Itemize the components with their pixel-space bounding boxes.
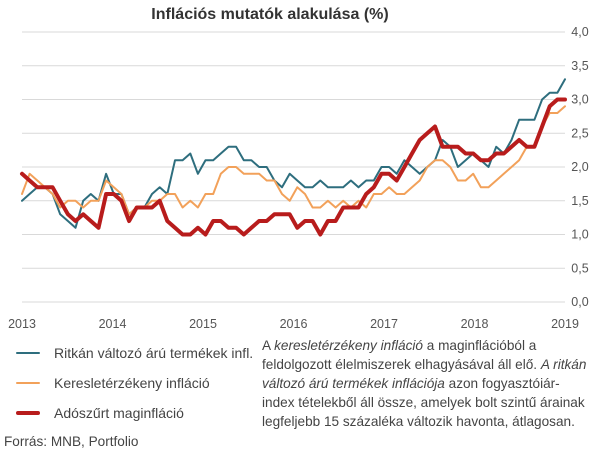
- y-tick-label: 2,0: [571, 160, 588, 174]
- note-text-1: A: [262, 338, 275, 353]
- y-tick-label: 1,5: [571, 194, 588, 208]
- y-tick-label: 4,0: [571, 25, 588, 39]
- y-tick-label: 0,0: [571, 295, 588, 309]
- legend-swatch-ritkan: [16, 352, 40, 354]
- series-line-2: [20, 97, 567, 237]
- legend-item-keresletérzékeny: Keresletérzékeny infláció: [16, 368, 266, 398]
- x-tick-label: 2016: [280, 317, 308, 331]
- x-tick-label: 2015: [189, 317, 217, 331]
- legend-label-keresleterzekeny: Keresletérzékeny infláció: [54, 375, 210, 391]
- x-tick-label: 2018: [461, 317, 489, 331]
- y-tick-label: 2,5: [571, 126, 588, 140]
- chart-note: A keresletérzékeny infláció a maginfláci…: [262, 336, 592, 431]
- note-text-2: a maginflációból a feldolgozott élelmisz…: [262, 338, 541, 372]
- x-tick-label: 2014: [99, 317, 127, 331]
- legend-item-ritkan: Ritkán változó árú termékek infl.: [16, 338, 266, 368]
- source-credit: Forrás: MNB, Portfolio: [4, 434, 139, 449]
- series-line-1: [21, 105, 566, 216]
- legend-swatch-keresleterzekeny: [16, 382, 40, 384]
- legend: Ritkán változó árú termékek infl. Keresl…: [16, 338, 266, 428]
- note-emphasis-2: A ritkán változó árú termékek inflációja: [262, 357, 587, 391]
- chart-title: Inflációs mutatók alakulása (%): [151, 6, 389, 23]
- x-tick-label: 2013: [8, 317, 36, 331]
- legend-item-adoszurt: Adószűrt maginfláció: [16, 398, 266, 428]
- legend-label-ritkan: Ritkán változó árú termékek infl.: [54, 345, 254, 361]
- note-emphasis-1: keresletérzékeny infláció: [274, 338, 423, 353]
- x-tick-label: 2019: [551, 317, 579, 331]
- y-tick-label: 1,0: [571, 228, 588, 242]
- legend-swatch-adoszurt: [16, 411, 40, 415]
- y-tick-label: 3,5: [571, 59, 588, 73]
- chart-gridlines: [22, 31, 565, 303]
- x-axis-ticks: 2013 2014 2015 2016 2017 2018 2019: [8, 317, 579, 331]
- chart-series: [20, 78, 567, 237]
- y-axis-ticks: 0,0 0,5 1,0 1,5 2,0 2,5 3,0 3,5 4,0: [571, 25, 588, 309]
- y-tick-label: 3,0: [571, 93, 588, 107]
- x-tick-label: 2017: [370, 317, 398, 331]
- y-tick-label: 0,5: [571, 261, 588, 275]
- note-text-3: azon fogyasztóiár-index tételekből áll ö…: [262, 376, 585, 429]
- legend-label-adoszurt: Adószűrt maginfláció: [54, 405, 184, 421]
